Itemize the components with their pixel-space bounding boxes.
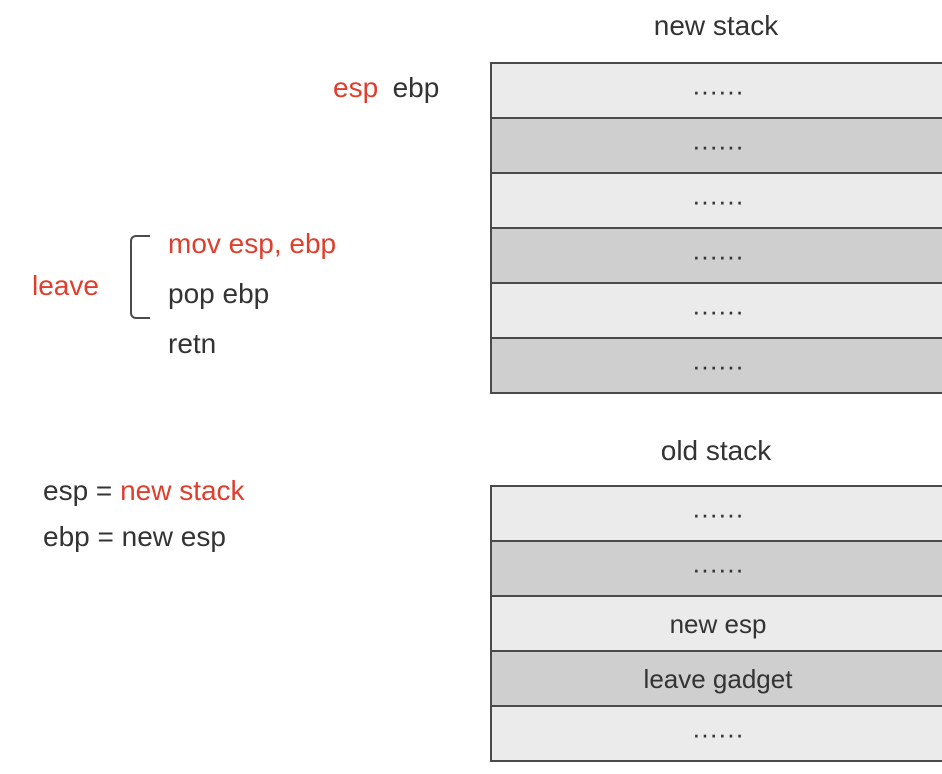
esp-label: esp xyxy=(333,72,378,103)
leave-label: leave xyxy=(32,270,99,302)
old-stack-cell: ······ xyxy=(492,542,942,597)
new-stack-title: new stack xyxy=(490,10,942,42)
new-stack-cell: ······ xyxy=(492,284,942,339)
old-stack-cell: ······ xyxy=(492,487,942,542)
new-stack-cell: ······ xyxy=(492,119,942,174)
instruction: retn xyxy=(168,328,216,360)
stack-pointer-labels: esp ebp xyxy=(333,72,439,104)
leave-bracket xyxy=(130,235,150,319)
old-stack-cell: leave gadget xyxy=(492,652,942,707)
instruction: mov esp, ebp xyxy=(168,228,336,260)
equation: esp = new stack xyxy=(43,475,245,507)
equation-lhs: ebp = xyxy=(43,521,122,552)
new-stack-cell: ······ xyxy=(492,229,942,284)
old-stack-cell: new esp xyxy=(492,597,942,652)
equation-rhs: new stack xyxy=(120,475,245,506)
new-stack: ···································· xyxy=(490,62,942,394)
instruction: pop ebp xyxy=(168,278,269,310)
old-stack-cell: ······ xyxy=(492,707,942,762)
new-stack-cell: ······ xyxy=(492,174,942,229)
new-stack-cell: ······ xyxy=(492,339,942,394)
new-stack-cell: ······ xyxy=(492,64,942,119)
equation-rhs: new esp xyxy=(122,521,226,552)
equation-lhs: esp = xyxy=(43,475,120,506)
ebp-label: ebp xyxy=(393,72,440,103)
old-stack-title: old stack xyxy=(490,435,942,467)
old-stack: ············new espleave gadget······ xyxy=(490,485,942,762)
equation: ebp = new esp xyxy=(43,521,226,553)
